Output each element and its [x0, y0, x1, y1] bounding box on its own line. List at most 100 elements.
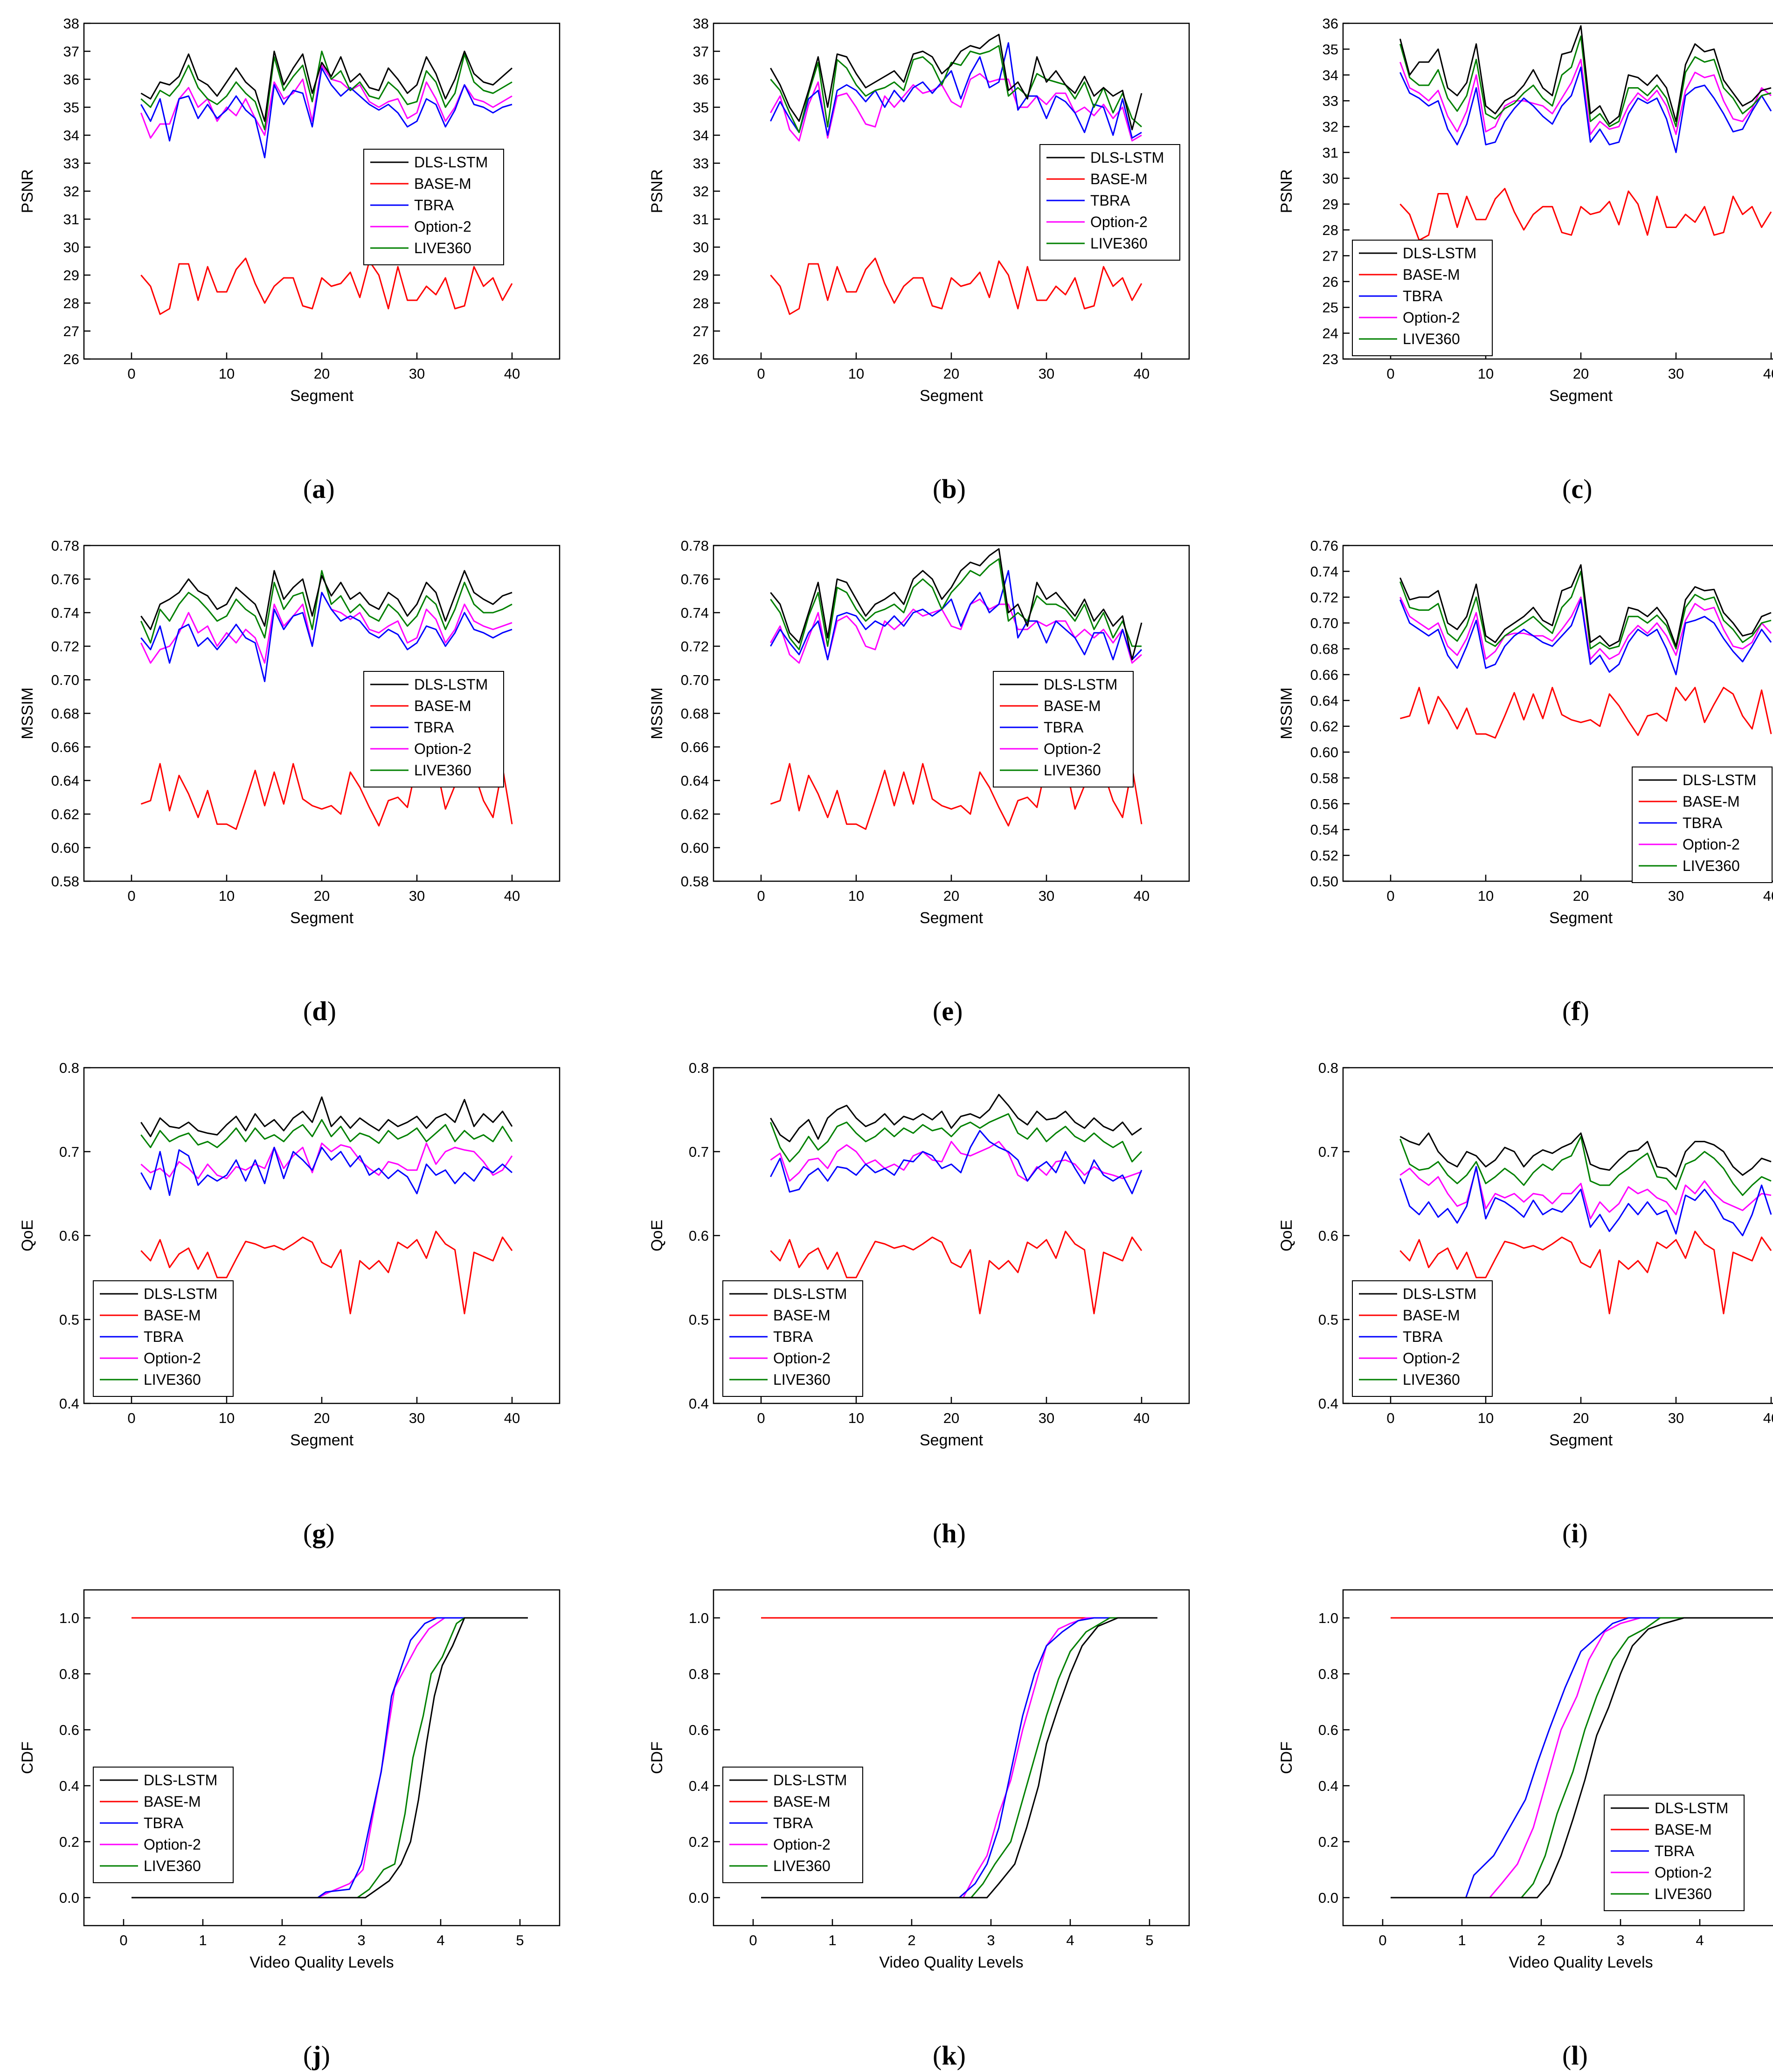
panel-caption: (d)	[303, 996, 336, 1026]
x-tick-label: 40	[1763, 1410, 1773, 1426]
series-line-live360	[770, 558, 1142, 650]
legend-label: DLS-LSTM	[1683, 772, 1756, 788]
y-axis-label: QoE	[648, 1220, 666, 1251]
y-tick-label: 0.4	[59, 1395, 79, 1412]
legend-label: TBRA	[144, 1815, 184, 1831]
y-axis-label: MSSIM	[1278, 687, 1295, 739]
y-tick-label: 0.74	[1310, 563, 1338, 580]
x-tick-label: 3	[1616, 1932, 1624, 1948]
series-line-dls-lstm	[770, 34, 1143, 131]
legend-label: LIVE360	[414, 762, 471, 779]
y-tick-label: 28	[693, 295, 709, 311]
y-tick-label: 0.76	[51, 571, 79, 587]
x-tick-label: 30	[1668, 888, 1684, 904]
y-tick-label: 0.6	[1318, 1228, 1338, 1244]
y-axis-label: QoE	[1278, 1220, 1295, 1251]
y-tick-label: 1.0	[1318, 1610, 1338, 1626]
y-tick-label: 0.62	[681, 806, 709, 822]
y-tick-label: 0.7	[1318, 1144, 1338, 1160]
legend-label: DLS-LSTM	[144, 1772, 217, 1789]
legend: DLS-LSTM BASE-M TBRA Option-2 LIVE360	[363, 671, 504, 787]
x-tick-label: 10	[1478, 1410, 1494, 1426]
x-tick-label: 0	[127, 888, 135, 904]
series-line-tbra	[140, 592, 513, 683]
y-tick-label: 35	[63, 99, 79, 116]
legend-label: TBRA	[414, 197, 454, 214]
y-tick-label: 0.2	[1318, 1834, 1338, 1850]
x-tick-label: 10	[219, 1410, 235, 1426]
legend-box	[93, 1767, 234, 1883]
x-tick-label: 3	[987, 1932, 995, 1948]
y-axis: 0.50 0.52 0.54 0.56 0.58 0.60 0.62 0.64 0.66 0.68…	[1310, 538, 1350, 890]
legend-label: LIVE360	[1403, 331, 1460, 347]
x-tick-label: 40	[1134, 366, 1150, 382]
x-tick-label: 1	[1458, 1932, 1466, 1948]
series-line-base-m	[140, 763, 513, 830]
y-tick-label: 0.70	[51, 672, 79, 688]
x-tick-label: 30	[1039, 888, 1054, 904]
x-tick-label: 10	[848, 1410, 864, 1426]
legend-label: LIVE360	[1044, 762, 1101, 779]
y-tick-label: 0.72	[681, 638, 709, 655]
y-axis: 0.4 0.5 0.6 0.7 0.8	[689, 1060, 720, 1412]
y-tick-label: 26	[63, 351, 79, 367]
y-axis: 26 27 28 29 30 31 32 33 34 35 36 37 38	[63, 15, 90, 367]
x-tick-label: 0	[1386, 366, 1394, 382]
legend-label: TBRA	[1403, 1328, 1443, 1345]
panel-caption-letter: i	[1571, 1518, 1579, 1548]
y-tick-label: 0.58	[51, 873, 79, 890]
series-group	[1391, 1617, 1773, 1899]
y-tick-label: 27	[1323, 248, 1338, 264]
x-axis: 0 1 2 3 4 5	[119, 1919, 524, 1948]
legend-label: Option-2	[144, 1350, 201, 1367]
y-axis-label: PSNR	[19, 169, 36, 213]
y-tick-label: 0.78	[51, 538, 79, 554]
series-line-option-2	[761, 1617, 1157, 1899]
x-axis-label: Segment	[920, 1431, 983, 1449]
legend-label: Option-2	[414, 740, 471, 757]
legend-label: DLS-LSTM	[1044, 676, 1117, 693]
legend-box	[363, 671, 504, 787]
chart-d: 0.58 0.60 0.62 0.64 0.66 0.68 0.70 0.72 0.74 0.76…	[19, 538, 561, 927]
legend-label: Option-2	[1683, 836, 1740, 853]
series-line-live360	[761, 1617, 1157, 1899]
x-axis: 0 1 2 3 4 5	[749, 1919, 1154, 1948]
y-tick-label: 29	[1323, 196, 1338, 213]
x-tick-label: 10	[1478, 366, 1494, 382]
x-tick-label: 0	[757, 1410, 765, 1426]
y-tick-label: 0.5	[689, 1312, 709, 1328]
series-line-live360	[769, 1113, 1143, 1163]
legend-label: BASE-M	[144, 1793, 201, 1810]
x-axis-label: Segment	[1549, 909, 1613, 927]
series-line-tbra	[1399, 1166, 1772, 1236]
y-tick-label: 1.0	[689, 1610, 709, 1626]
y-tick-label: 34	[693, 127, 709, 144]
series-group	[1399, 25, 1772, 241]
y-tick-label: 0.8	[689, 1666, 709, 1682]
series-line-option-2	[1391, 1617, 1773, 1899]
series-line-dls-lstm	[761, 1617, 1157, 1899]
legend-box	[363, 149, 504, 265]
legend-label: BASE-M	[1090, 171, 1148, 187]
legend-label: LIVE360	[1403, 1371, 1460, 1388]
series-line-base-m	[770, 257, 1143, 315]
legend-label: BASE-M	[1403, 1307, 1460, 1324]
y-tick-label: 0.68	[51, 705, 79, 722]
legend-box	[1352, 240, 1493, 356]
x-tick-label: 40	[504, 366, 520, 382]
legend-label: LIVE360	[1683, 857, 1740, 874]
series-line-base-m	[140, 1230, 513, 1314]
x-tick-label: 40	[504, 888, 520, 904]
y-tick-label: 0.8	[59, 1060, 79, 1076]
legend-box	[722, 1767, 863, 1883]
x-tick-label: 20	[1573, 888, 1589, 904]
legend-label: DLS-LSTM	[773, 1285, 847, 1302]
legend-label: LIVE360	[414, 240, 471, 256]
series-line-dls-lstm	[132, 1617, 528, 1899]
x-tick-label: 20	[314, 1410, 330, 1426]
y-tick-label: 0.62	[51, 806, 79, 822]
y-tick-label: 31	[63, 211, 79, 228]
legend-label: Option-2	[1090, 214, 1148, 230]
